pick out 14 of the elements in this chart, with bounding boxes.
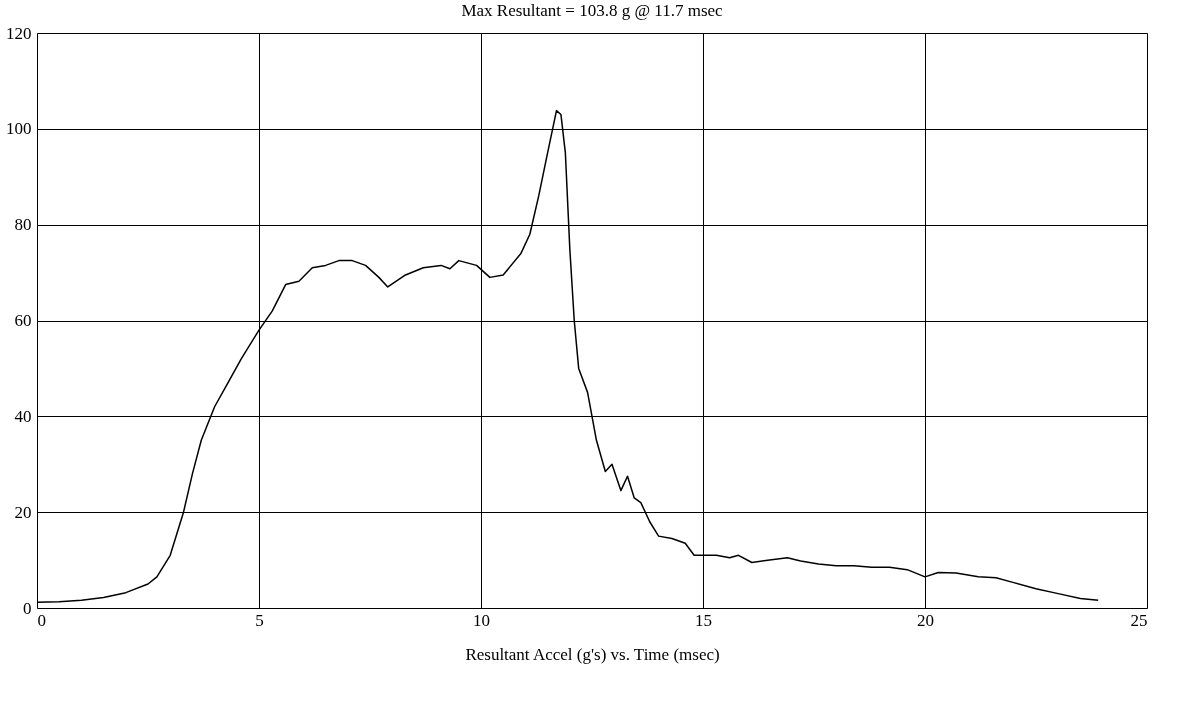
y-tick-label: 60 bbox=[14, 311, 32, 330]
x-tick-label: 25 bbox=[1130, 610, 1148, 630]
x-axis-title: Resultant Accel (g's) vs. Time (msec) bbox=[465, 644, 720, 664]
x-tick-label: 0 bbox=[37, 610, 46, 630]
y-tick-label: 20 bbox=[14, 502, 32, 522]
y-tick-label: 100 bbox=[6, 119, 32, 139]
x-tick-label: 5 bbox=[255, 610, 264, 630]
x-tick-label: 15 bbox=[695, 610, 712, 630]
y-tick-label: 40 bbox=[14, 406, 32, 426]
x-tick-label: 10 bbox=[473, 610, 490, 630]
chart-title: Max Resultant = 103.8 g @ 11.7 msec bbox=[461, 1, 724, 20]
y-tick-label: 80 bbox=[14, 215, 32, 235]
y-tick-label: 120 bbox=[6, 23, 32, 43]
x-tick-label: 20 bbox=[917, 610, 934, 630]
